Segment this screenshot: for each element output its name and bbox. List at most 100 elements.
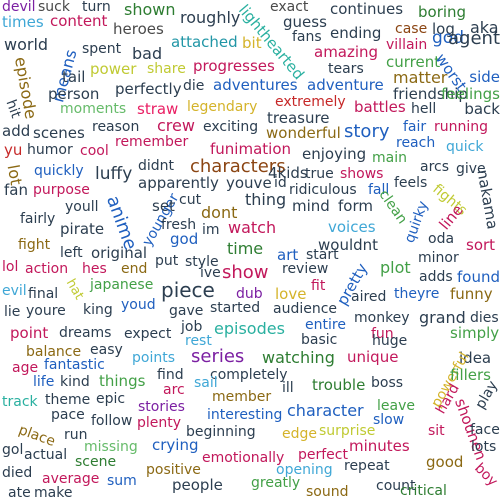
cloud-word: hell bbox=[411, 101, 437, 117]
cloud-word: god bbox=[432, 28, 464, 48]
cloud-word: straw bbox=[137, 100, 179, 118]
cloud-word: reason bbox=[92, 119, 140, 135]
cloud-word: fresh bbox=[161, 217, 197, 233]
cloud-word: minor bbox=[418, 250, 459, 266]
cloud-word: luffy bbox=[95, 164, 133, 184]
cloud-word: shows bbox=[340, 166, 384, 182]
cloud-word: find bbox=[157, 367, 184, 383]
cloud-word: fans bbox=[292, 29, 322, 45]
cloud-word: watch bbox=[228, 218, 277, 237]
cloud-word: episodes bbox=[214, 319, 285, 338]
cloud-word: average bbox=[42, 471, 100, 487]
cloud-word: put bbox=[155, 253, 179, 269]
cloud-word: characters bbox=[190, 156, 286, 177]
cloud-word: scene bbox=[75, 454, 117, 470]
cloud-word: follow bbox=[91, 413, 133, 429]
cloud-word: track bbox=[2, 394, 38, 410]
cloud-word: die bbox=[183, 78, 205, 94]
cloud-word: main bbox=[372, 150, 407, 166]
cloud-word: bit bbox=[242, 34, 262, 52]
cloud-word: aka bbox=[470, 18, 499, 37]
cloud-word: guess bbox=[283, 13, 327, 31]
cloud-word: ive bbox=[200, 265, 221, 281]
cloud-word: running bbox=[434, 119, 489, 135]
cloud-word: adventure bbox=[307, 76, 384, 94]
cloud-word: dreams bbox=[59, 325, 112, 341]
cloud-word: dub bbox=[236, 286, 263, 302]
cloud-word: easy bbox=[90, 342, 123, 358]
cloud-word: fairly bbox=[20, 211, 56, 227]
cloud-word: purpose bbox=[33, 182, 90, 198]
cloud-word: final bbox=[28, 286, 59, 302]
cloud-word: lots bbox=[471, 439, 497, 455]
cloud-word: funimation bbox=[210, 140, 291, 158]
cloud-word: watching bbox=[262, 348, 335, 367]
cloud-word: youve bbox=[226, 174, 272, 192]
cloud-word: ate bbox=[8, 485, 31, 500]
cloud-word: fun bbox=[371, 326, 394, 342]
cloud-word: fan bbox=[4, 181, 28, 199]
cloud-word: king bbox=[83, 302, 113, 318]
cloud-word: fair bbox=[403, 119, 427, 135]
cloud-word: side bbox=[469, 68, 500, 86]
cloud-word: legendary bbox=[187, 99, 258, 115]
cloud-word: basic bbox=[301, 332, 338, 348]
cloud-word: gave bbox=[169, 303, 204, 319]
cloud-word: opening bbox=[276, 462, 333, 478]
cloud-word: age bbox=[12, 360, 39, 376]
cloud-word: treasure bbox=[267, 109, 330, 127]
cloud-word: feelings bbox=[441, 85, 500, 103]
cloud-word: quirky bbox=[401, 198, 432, 246]
cloud-word: extremely bbox=[275, 94, 346, 110]
cloud-word: original bbox=[91, 244, 148, 262]
cloud-word: attached bbox=[171, 33, 238, 51]
cloud-word: piece bbox=[161, 278, 215, 302]
cloud-word: dont bbox=[201, 203, 238, 222]
cloud-word: stories bbox=[138, 399, 185, 415]
cloud-word: gol bbox=[2, 442, 24, 458]
cloud-word: youre bbox=[26, 303, 66, 319]
cloud-word: left bbox=[60, 245, 83, 261]
cloud-word: spent bbox=[82, 41, 122, 57]
cloud-word: minutes bbox=[349, 437, 410, 455]
cloud-word: youd bbox=[121, 297, 156, 313]
cloud-word: oda bbox=[428, 231, 455, 247]
cloud-word: run bbox=[64, 427, 88, 443]
cloud-word: ill bbox=[282, 380, 294, 396]
cloud-word: current bbox=[386, 53, 441, 71]
cloud-word: interesting bbox=[207, 407, 283, 423]
cloud-word: continues bbox=[330, 0, 404, 18]
cloud-word: idea bbox=[459, 349, 492, 367]
cloud-word: quick bbox=[446, 139, 484, 155]
cloud-word: quickly bbox=[34, 163, 84, 179]
cloud-word: greatly bbox=[251, 475, 301, 491]
cloud-word: crying bbox=[152, 436, 199, 454]
cloud-word: boring bbox=[418, 3, 467, 21]
cloud-word: start bbox=[306, 247, 339, 263]
cloud-word: pace bbox=[51, 407, 85, 423]
cloud-word: hes bbox=[82, 261, 107, 277]
cloud-word: time bbox=[227, 239, 264, 258]
cloud-word: give bbox=[456, 161, 486, 177]
cloud-word: fall bbox=[368, 182, 390, 198]
cloud-word: fight bbox=[18, 237, 51, 253]
cloud-word: boy bbox=[471, 460, 500, 490]
cloud-word: good bbox=[426, 453, 464, 471]
cloud-word: completely bbox=[210, 367, 288, 383]
cloud-word: things bbox=[99, 372, 146, 390]
cloud-word: content bbox=[50, 12, 108, 30]
cloud-word: slow bbox=[373, 412, 405, 428]
cloud-word: apparently bbox=[138, 174, 219, 192]
cloud-word: huge bbox=[372, 333, 408, 349]
cloud-word: rest bbox=[185, 333, 212, 349]
cloud-word: perfect bbox=[298, 447, 348, 463]
cloud-word: trouble bbox=[312, 376, 366, 394]
cloud-word: sit bbox=[428, 423, 445, 439]
cloud-word: art bbox=[277, 246, 299, 264]
cloud-word: cool bbox=[80, 143, 109, 159]
cloud-word: world bbox=[4, 35, 49, 54]
cloud-word: make bbox=[34, 485, 73, 500]
cloud-word: life bbox=[33, 374, 55, 390]
cloud-word: epic bbox=[96, 391, 126, 407]
cloud-word: tears bbox=[328, 61, 364, 77]
